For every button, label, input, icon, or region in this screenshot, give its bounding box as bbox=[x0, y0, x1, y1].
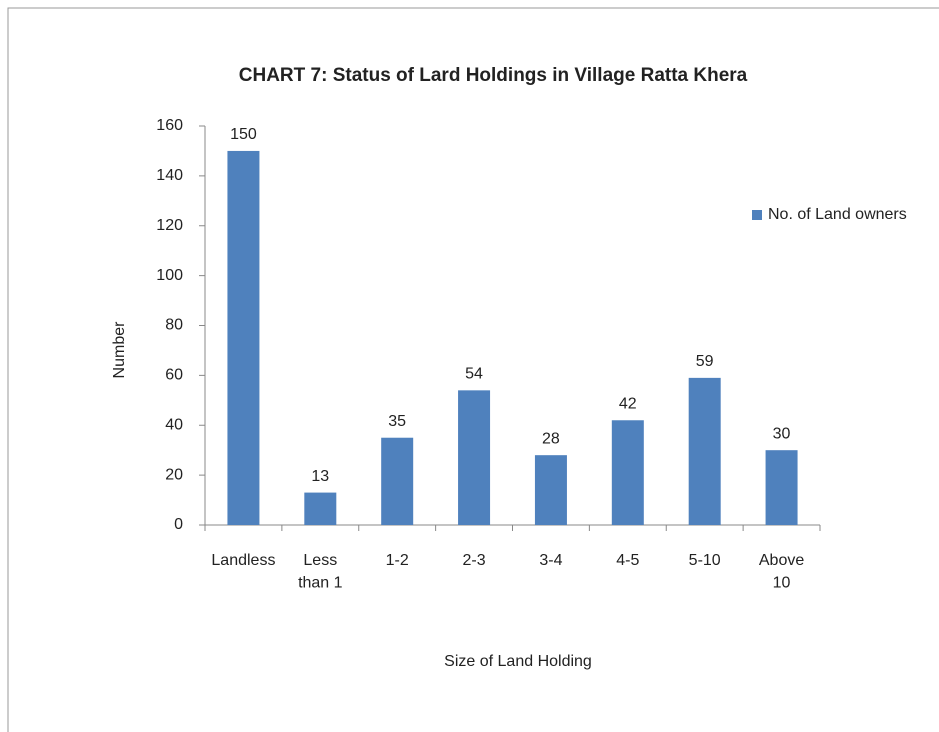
x-tick-label: 3-4 bbox=[539, 552, 562, 569]
value-label: 59 bbox=[696, 353, 714, 370]
bar bbox=[534, 455, 567, 525]
chart-border bbox=[7, 7, 939, 732]
y-tick-label: 40 bbox=[165, 416, 183, 433]
legend-swatch bbox=[752, 210, 762, 220]
value-label: 54 bbox=[465, 366, 483, 383]
value-label: 150 bbox=[230, 126, 257, 143]
x-tick-label: 1-2 bbox=[386, 552, 409, 569]
x-tick-label: Above 10 bbox=[759, 552, 804, 591]
bar bbox=[688, 377, 721, 525]
x-tick-label: Landless bbox=[211, 552, 275, 569]
x-tick-label: 4-5 bbox=[616, 552, 639, 569]
bar bbox=[765, 450, 798, 525]
bar bbox=[304, 492, 337, 525]
y-tick-label: 80 bbox=[165, 317, 183, 334]
value-label: 28 bbox=[542, 430, 560, 447]
x-axis-label: Size of Land Holding bbox=[444, 653, 592, 670]
y-tick-label: 60 bbox=[165, 367, 183, 384]
y-tick-label: 140 bbox=[156, 167, 183, 184]
value-label: 30 bbox=[773, 425, 791, 442]
bar bbox=[381, 437, 414, 525]
chart-title: CHART 7: Status of Lard Holdings in Vill… bbox=[239, 65, 748, 86]
y-tick-label: 120 bbox=[156, 217, 183, 234]
y-tick-label: 0 bbox=[174, 516, 183, 533]
legend-label: No. of Land owners bbox=[768, 206, 907, 223]
bar bbox=[458, 390, 491, 525]
value-label: 42 bbox=[619, 395, 637, 412]
x-tick-label: 2-3 bbox=[463, 552, 486, 569]
y-tick-label: 100 bbox=[156, 267, 183, 284]
value-label: 13 bbox=[311, 468, 329, 485]
bar bbox=[611, 420, 644, 525]
y-axis-label: Number bbox=[111, 321, 128, 379]
bar bbox=[227, 150, 260, 525]
y-tick-label: 20 bbox=[165, 466, 183, 483]
x-tick-label: Less than 1 bbox=[298, 552, 343, 591]
y-tick-label: 160 bbox=[156, 117, 183, 134]
value-label: 35 bbox=[388, 413, 406, 430]
x-tick-label: 5-10 bbox=[689, 552, 721, 569]
